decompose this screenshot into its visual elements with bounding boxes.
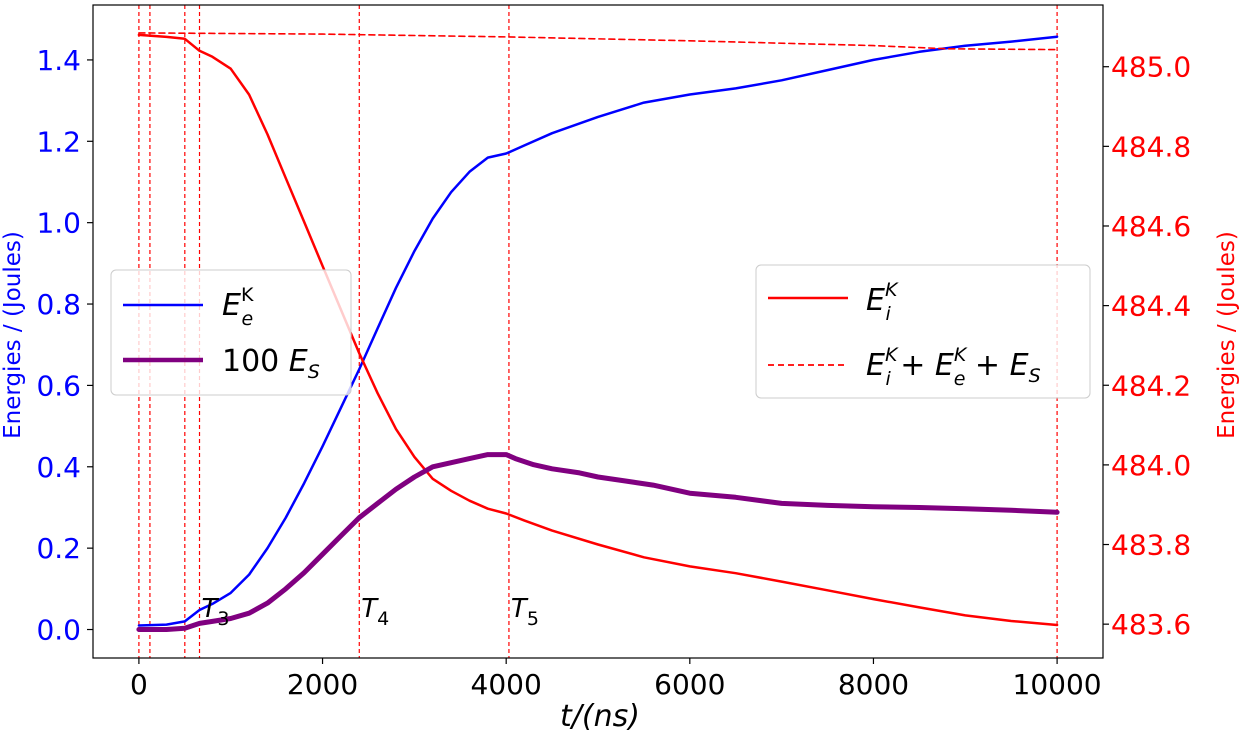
x-tick-label: 2000 bbox=[287, 668, 358, 701]
marker-label-T3: T3 bbox=[202, 594, 230, 630]
marker-subscript: 5 bbox=[527, 608, 539, 630]
marker-label-T4: T4 bbox=[361, 594, 389, 630]
right-axis-ticks: 483.6 483.8 484.0 484.2 484.4 484.6 484.8 485.0 bbox=[1103, 51, 1191, 641]
x-tick-label: 0 bbox=[130, 668, 148, 701]
marker-base: T bbox=[202, 594, 220, 624]
left-tick-label: 0.2 bbox=[36, 532, 81, 565]
time-marker-labels: T3 T4 T5 bbox=[202, 594, 539, 630]
x-axis-ticks: 0 2000 4000 6000 8000 10000 bbox=[130, 658, 1102, 701]
legend-ei-label: EK i bbox=[866, 279, 899, 325]
right-tick-label: 484.4 bbox=[1111, 290, 1191, 323]
left-tick-label: 0.4 bbox=[36, 451, 81, 484]
legend-ee-label: EK e bbox=[222, 284, 254, 330]
right-tick-label: 484.2 bbox=[1111, 369, 1191, 402]
left-tick-label: 1.0 bbox=[36, 207, 81, 240]
marker-subscript: 3 bbox=[217, 608, 229, 630]
series-line-scaled-es bbox=[136, 452, 1060, 632]
x-tick-label: 8000 bbox=[838, 668, 909, 701]
legend-total-label: EK i + EK e + ES bbox=[866, 344, 1041, 390]
vertical-marker-lines bbox=[138, 5, 1058, 658]
left-tick-label: 1.2 bbox=[36, 125, 81, 158]
right-tick-label: 484.6 bbox=[1111, 210, 1191, 243]
marker-label-T5: T5 bbox=[511, 594, 539, 630]
right-axis-label: Energies / (Joules) bbox=[1214, 231, 1240, 439]
right-tick-label: 484.8 bbox=[1111, 130, 1191, 163]
marker-base: T bbox=[361, 594, 379, 624]
series-layer bbox=[136, 32, 1060, 632]
x-tick-label: 6000 bbox=[654, 668, 725, 701]
series-line-ion-kinetic bbox=[137, 33, 1059, 627]
marker-subscript: 4 bbox=[377, 608, 389, 630]
legend-es-label: 100 ES bbox=[222, 344, 320, 383]
left-tick-label: 1.4 bbox=[36, 44, 81, 77]
legend-right: EK i EK i + EK e + ES bbox=[755, 264, 1091, 399]
series-line-electron-kinetic bbox=[137, 35, 1059, 627]
x-tick-label: 4000 bbox=[471, 668, 542, 701]
legend-left: EK e 100 ES bbox=[110, 269, 352, 396]
x-axis-label: t/(ns) bbox=[560, 699, 640, 734]
left-tick-label: 0.0 bbox=[36, 614, 81, 647]
right-tick-label: 483.6 bbox=[1111, 608, 1191, 641]
plot-frame bbox=[92, 4, 1104, 659]
right-tick-label: 485.0 bbox=[1111, 51, 1191, 84]
left-axis-label: Energies / (Joules) bbox=[0, 231, 26, 439]
right-tick-label: 483.8 bbox=[1111, 529, 1191, 562]
marker-base: T bbox=[511, 594, 529, 624]
legend-left-box bbox=[110, 269, 352, 396]
series-line-total-energy bbox=[138, 32, 1058, 51]
left-tick-label: 0.6 bbox=[36, 369, 81, 402]
left-tick-label: 0.8 bbox=[36, 288, 81, 321]
right-tick-label: 484.0 bbox=[1111, 449, 1191, 482]
left-axis-ticks: 0.0 0.2 0.4 0.6 0.8 1.0 1.2 1.4 bbox=[36, 44, 93, 647]
x-tick-label: 10000 bbox=[1013, 668, 1102, 701]
